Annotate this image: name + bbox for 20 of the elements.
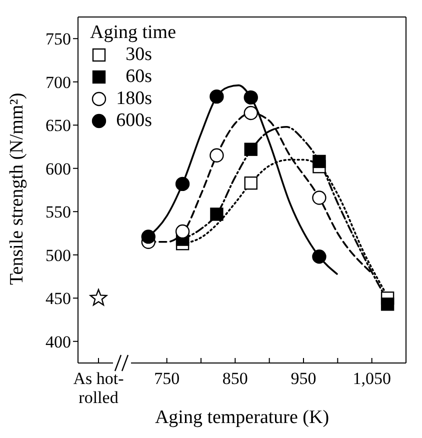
- legend-label: 600s: [115, 110, 152, 132]
- x-tick-label: 950: [290, 369, 316, 388]
- x-tick-label: 1,050: [352, 369, 391, 388]
- y-tick-label: 450: [46, 289, 71, 308]
- y-tick-label: 550: [46, 202, 71, 222]
- x-tick-label: 750: [154, 369, 180, 388]
- legend-title: Aging time: [90, 22, 176, 44]
- y-tick-label: 650: [46, 116, 71, 136]
- legend-label: 180s: [115, 88, 152, 110]
- legend-label: 30s: [124, 44, 152, 66]
- x-axis-title: Aging temperature (K): [154, 407, 330, 428]
- y-tick-label: 400: [46, 332, 71, 352]
- y-tick-label: 750: [46, 30, 71, 49]
- y-axis-title: Tensile strength (N/mm²): [6, 92, 28, 285]
- y-tick-label: 500: [46, 246, 71, 265]
- x-tick-label: 850: [222, 369, 248, 388]
- y-tick-label: 600: [46, 159, 71, 178]
- legend-label: 60s: [124, 66, 152, 88]
- y-tick-label: 700: [46, 72, 71, 92]
- x-tick-label: As hot-rolled: [73, 369, 124, 407]
